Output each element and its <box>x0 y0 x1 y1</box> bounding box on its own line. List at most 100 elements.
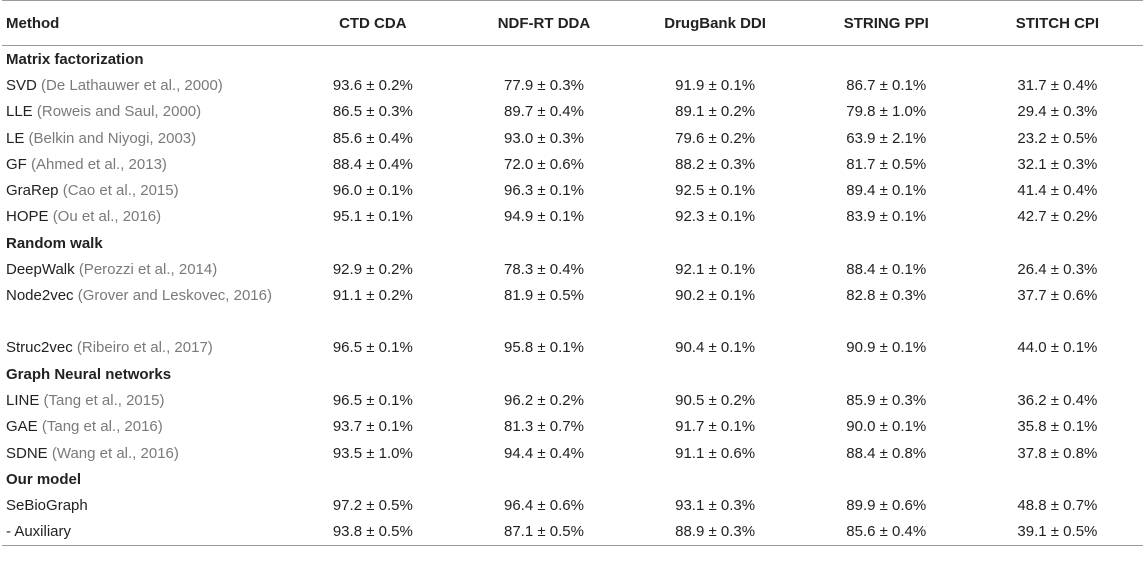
value-cell: 78.3 ± 0.4% <box>503 261 584 279</box>
value-cell: 96.4 ± 0.6% <box>503 497 584 515</box>
value-cell: 94.9 ± 0.1% <box>503 208 584 226</box>
table-row: DeepWalk (Perozzi et al., 2014) 92.9 ± 0.… <box>2 256 1143 282</box>
table-row: LLE (Roweis and Saul, 2000) 86.5 ± 0.3% 89… <box>2 99 1143 125</box>
value-cell: 90.9 ± 0.1% <box>846 339 927 357</box>
value-cell: 44.0 ± 0.1% <box>1017 339 1098 357</box>
value-cell: 88.4 ± 0.4% <box>332 155 413 173</box>
section-title: Graph Neural networks <box>6 365 172 383</box>
method-name: DeepWalk <box>6 261 75 279</box>
value-cell: 85.6 ± 0.4% <box>332 129 413 147</box>
value-cell: 96.0 ± 0.1% <box>332 182 413 200</box>
header-ctd-cda: CTD CDA <box>287 0 459 46</box>
value-cell: 79.6 ± 0.2% <box>675 129 756 147</box>
method-name: LLE <box>6 103 33 121</box>
value-cell: 87.1 ± 0.5% <box>458 518 630 547</box>
header-string-ppi: STRING PPI <box>800 0 972 46</box>
method-cell: LE (Belkin and Niyogi, 2003) <box>2 125 287 151</box>
method-name: LE <box>6 129 25 147</box>
method-cell: GF (Ahmed et al., 2013) <box>2 151 287 177</box>
method-cell: DeepWalk (Perozzi et al., 2014) <box>2 256 287 282</box>
value-cell: 93.7 ± 0.1% <box>332 418 413 436</box>
section-row: Random walk <box>2 230 1143 256</box>
header-stitch-cpi: STITCH CPI <box>971 0 1143 46</box>
value-cell: 92.3 ± 0.1% <box>675 208 756 226</box>
value-cell: 77.9 ± 0.3% <box>503 76 584 94</box>
section-title: Random walk <box>6 234 103 252</box>
value-cell: 32.1 ± 0.3% <box>1017 155 1098 173</box>
method-citation: (Wang et al., 2016) <box>51 444 179 462</box>
value-cell: 92.9 ± 0.2% <box>332 261 413 279</box>
value-cell: 93.0 ± 0.3% <box>503 129 584 147</box>
value-cell: 79.8 ± 1.0% <box>846 103 927 121</box>
value-cell: 85.6 ± 0.4% <box>800 518 972 547</box>
method-cell: GraRep (Cao et al., 2015) <box>2 177 287 203</box>
header-row: Method CTD CDA NDF-RT DDA DrugBank DDI S… <box>2 0 1143 46</box>
method-name: - Auxiliary <box>6 523 72 541</box>
value-cell: 31.7 ± 0.4% <box>1017 76 1098 94</box>
method-cell: SDNE (Wang et al., 2016) <box>2 440 287 466</box>
value-cell: 81.3 ± 0.7% <box>503 418 584 436</box>
method-citation: (Belkin and Niyogi, 2003) <box>28 129 197 147</box>
value-cell: 89.9 ± 0.6% <box>846 497 927 515</box>
method-cell: SeBioGraph <box>2 492 287 518</box>
value-cell: 89.4 ± 0.1% <box>846 182 927 200</box>
method-cell: GAE (Tang et al., 2016) <box>2 414 287 440</box>
table-row: SDNE (Wang et al., 2016) 93.5 ± 1.0% 94.4 … <box>2 440 1143 466</box>
value-cell: 41.4 ± 0.4% <box>1017 182 1098 200</box>
method-citation: (Tang et al., 2015) <box>43 391 165 409</box>
value-cell: 81.9 ± 0.5% <box>503 286 584 304</box>
value-cell: 39.1 ± 0.5% <box>971 518 1143 547</box>
value-cell: 94.4 ± 0.4% <box>503 444 584 462</box>
table-row: LINE (Tang et al., 2015) 96.5 ± 0.1% 96.2 … <box>2 387 1143 413</box>
value-cell: 82.8 ± 0.3% <box>846 286 927 304</box>
method-cell: LLE (Roweis and Saul, 2000) <box>2 99 287 125</box>
method-cell: Struc2vec (Ribeiro et al., 2017) <box>2 335 287 361</box>
table-row: HOPE (Ou et al., 2016) 95.1 ± 0.1% 94.9 ± … <box>2 204 1143 230</box>
method-name: SDNE <box>6 444 48 462</box>
value-cell: 90.0 ± 0.1% <box>846 418 927 436</box>
value-cell: 35.8 ± 0.1% <box>1017 418 1098 436</box>
section-row: Graph Neural networks <box>2 361 1143 387</box>
method-name: GraRep <box>6 182 59 200</box>
method-citation: (Tang et al., 2016) <box>41 418 163 436</box>
method-citation: (Ribeiro et al., 2017) <box>76 339 213 357</box>
section-title: Our model <box>6 470 82 488</box>
method-citation: (Perozzi et al., 2014) <box>78 261 218 279</box>
value-cell: 89.1 ± 0.2% <box>675 103 756 121</box>
value-cell: 26.4 ± 0.3% <box>1017 261 1098 279</box>
method-name: Node2vec <box>6 286 74 304</box>
method-name: GF <box>6 155 27 173</box>
value-cell: 93.1 ± 0.3% <box>675 497 756 515</box>
value-cell: 88.4 ± 0.1% <box>846 261 927 279</box>
table-row: SVD (De Lathauwer et al., 2000) 93.6 ± 0.… <box>2 72 1143 98</box>
value-cell: 91.7 ± 0.1% <box>675 418 756 436</box>
value-cell: 96.5 ± 0.1% <box>332 339 413 357</box>
value-cell: 88.4 ± 0.8% <box>846 444 927 462</box>
value-cell: 96.2 ± 0.2% <box>503 391 584 409</box>
section-row: Matrix factorization <box>2 46 1143 73</box>
value-cell: 37.8 ± 0.8% <box>1017 444 1098 462</box>
table-row: GAE (Tang et al., 2016) 93.7 ± 0.1% 81.3 ±… <box>2 414 1143 440</box>
method-name: GAE <box>6 418 38 436</box>
value-cell: 63.9 ± 2.1% <box>846 129 927 147</box>
value-cell: 97.2 ± 0.5% <box>332 497 413 515</box>
method-citation: (Ou et al., 2016) <box>52 208 162 226</box>
method-cell: LINE (Tang et al., 2015) <box>2 387 287 413</box>
value-cell: 96.3 ± 0.1% <box>503 182 584 200</box>
method-cell: Node2vec (Grover and Leskovec, 2016) <box>2 283 287 335</box>
value-cell: 93.8 ± 0.5% <box>287 518 459 547</box>
table-row: Node2vec (Grover and Leskovec, 2016) 91.1… <box>2 283 1143 335</box>
value-cell: 90.5 ± 0.2% <box>675 391 756 409</box>
value-cell: 86.7 ± 0.1% <box>846 76 927 94</box>
value-cell: 90.2 ± 0.1% <box>675 286 756 304</box>
method-cell: HOPE (Ou et al., 2016) <box>2 204 287 230</box>
value-cell: 96.5 ± 0.1% <box>332 391 413 409</box>
value-cell: 29.4 ± 0.3% <box>1017 103 1098 121</box>
value-cell: 91.1 ± 0.2% <box>332 286 413 304</box>
value-cell: 83.9 ± 0.1% <box>846 208 927 226</box>
method-cell: SVD (De Lathauwer et al., 2000) <box>2 72 287 98</box>
value-cell: 90.4 ± 0.1% <box>675 339 756 357</box>
header-ndf-rt-dda: NDF-RT DDA <box>458 0 630 46</box>
value-cell: 72.0 ± 0.6% <box>503 155 584 173</box>
table-row: LE (Belkin and Niyogi, 2003) 85.6 ± 0.4% 9… <box>2 125 1143 151</box>
